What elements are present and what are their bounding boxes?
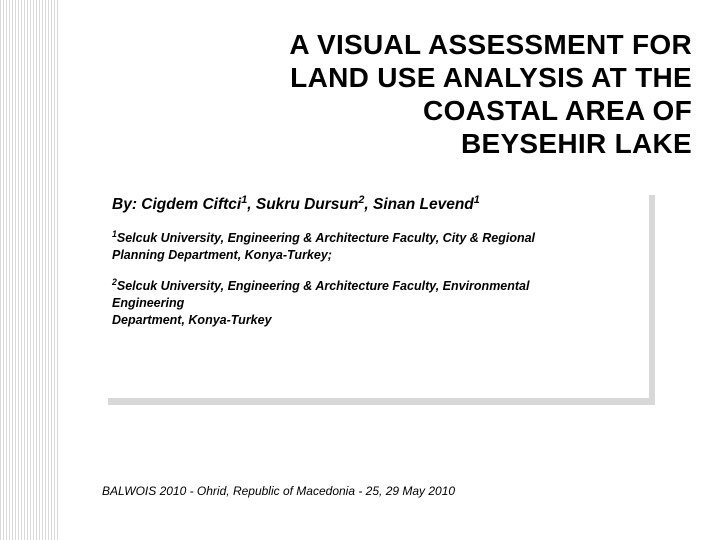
slide-footer: BALWOIS 2010 - Ohrid, Republic of Macedo… <box>102 484 455 498</box>
affiliation-superscript: 1 <box>112 229 117 239</box>
affiliation-superscript: 2 <box>112 277 117 287</box>
affiliation: 2Selcuk University, Engineering & Archit… <box>112 278 639 329</box>
title-line: COASTAL AREA OF <box>70 94 692 127</box>
authors-block: By: Cigdem Ciftci1, Sukru Dursun2, Sinan… <box>102 188 649 398</box>
author-name: Sinan Levend <box>373 196 474 213</box>
side-stripe-decoration <box>0 0 58 540</box>
title-line: LAND USE ANALYSIS AT THE <box>70 61 692 94</box>
author-name: Cigdem Ciftci <box>141 196 241 213</box>
author-superscript: 1 <box>241 194 247 206</box>
title-line: A VISUAL ASSESSMENT FOR <box>70 28 692 61</box>
slide-title: A VISUAL ASSESSMENT FOR LAND USE ANALYSI… <box>70 28 700 160</box>
author-superscript: 1 <box>474 194 480 206</box>
authors-line: By: Cigdem Ciftci1, Sukru Dursun2, Sinan… <box>112 196 639 214</box>
authors-prefix: By: <box>112 196 141 213</box>
affiliation: 1Selcuk University, Engineering & Archit… <box>112 230 639 264</box>
slide-content: A VISUAL ASSESSMENT FOR LAND USE ANALYSI… <box>70 0 700 540</box>
title-line: BEYSEHIR LAKE <box>70 127 692 160</box>
author-name: Sukru Dursun <box>256 196 358 213</box>
author-superscript: 2 <box>358 194 364 206</box>
